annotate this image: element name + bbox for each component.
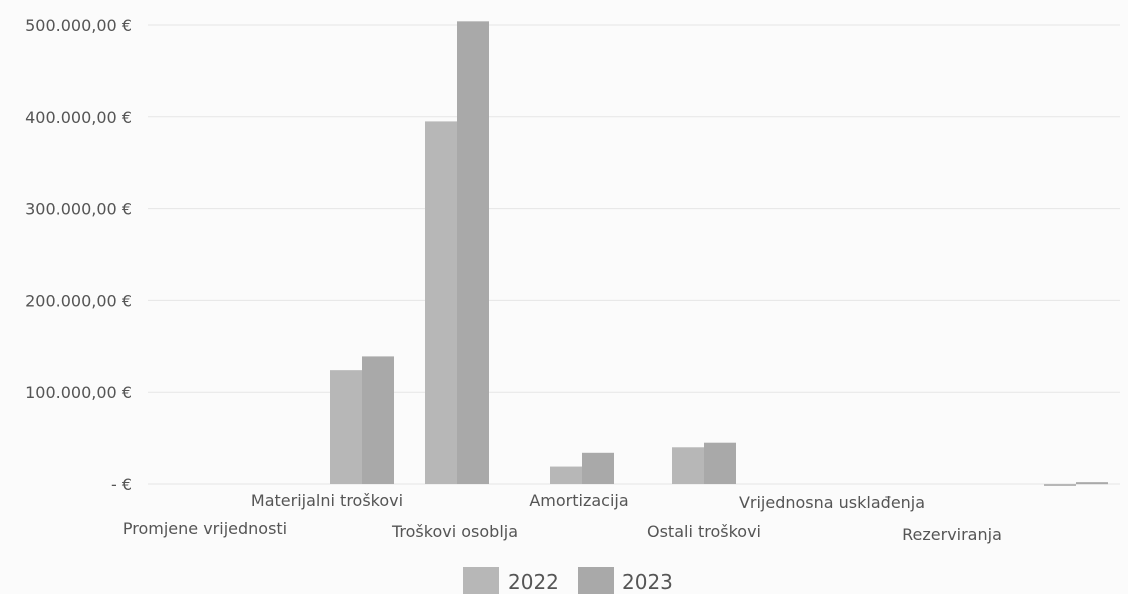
bar-2022-amortizacija	[550, 466, 582, 484]
legend-swatch-2022	[463, 567, 499, 594]
legend-swatch-2023	[578, 567, 614, 594]
category-label: Promjene vrijednosti	[123, 519, 287, 538]
gridlines	[148, 24, 1120, 485]
bar-2022-troškovi-osoblja	[425, 121, 457, 484]
y-tick-label: 100.000,00 €	[25, 383, 132, 402]
category-label: Materijalni troškovi	[251, 491, 403, 510]
bar-2023-unlabeled	[1076, 482, 1108, 485]
bar-2023-ostali-troškovi	[704, 442, 736, 484]
category-label: Amortizacija	[529, 491, 628, 510]
legend-label-2022: 2022	[508, 570, 559, 594]
bar-2023-troškovi-osoblja	[457, 21, 489, 484]
bar-2023-amortizacija	[582, 452, 614, 484]
y-axis-tick-labels: - € 100.000,00 € 200.000,00 € 300.000,00 € 4…	[25, 16, 132, 494]
bar-2023-materijalni-troškovi	[362, 356, 394, 484]
category-label: Ostali troškovi	[647, 522, 761, 541]
bars	[330, 21, 1108, 486]
bar-2022-materijalni-troškovi	[330, 370, 362, 484]
category-label: Troškovi osoblja	[391, 522, 518, 541]
y-tick-label: 300.000,00 €	[25, 200, 132, 219]
legend: 2022 2023	[463, 567, 673, 594]
y-tick-label: - €	[111, 475, 132, 494]
y-tick-label: 200.000,00 €	[25, 291, 132, 310]
bar-2022-ostali-troškovi	[672, 447, 704, 484]
y-tick-label: 500.000,00 €	[25, 16, 132, 35]
y-tick-label: 400.000,00 €	[25, 108, 132, 127]
category-label: Rezerviranja	[902, 525, 1002, 544]
legend-label-2023: 2023	[622, 570, 673, 594]
category-label: Vrijednosna usklađenja	[739, 493, 925, 512]
bar-2022-unlabeled	[1044, 484, 1076, 486]
category-labels: Promjene vrijednosti Materijalni troškovi…	[123, 491, 1002, 544]
